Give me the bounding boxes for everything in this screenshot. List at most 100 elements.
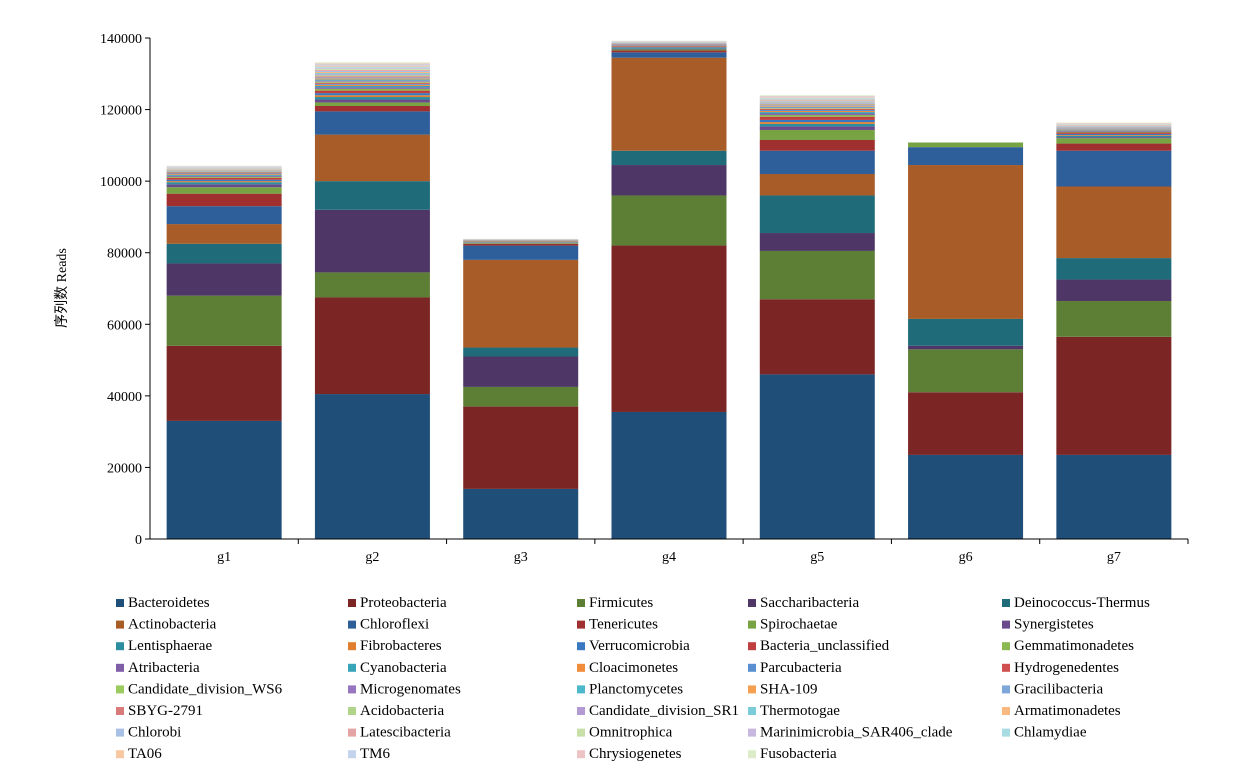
legend-swatch (1002, 707, 1010, 715)
bar-segment-g2-saccharibacteria (314, 209, 430, 273)
legend-swatch (1002, 685, 1010, 694)
bar-segment-g5-microgenomates (759, 107, 875, 109)
legend-label: Armatimonadetes (1014, 703, 1121, 719)
bar-segment-g1-bacteria-unclassified (166, 177, 282, 180)
legend: Bacteroidetes Proteobacteria Firmicutes Sac… (116, 595, 1150, 762)
bar-segment-g1-firmicutes (166, 295, 282, 346)
bar-segment-g3-bacteroidetes (463, 488, 579, 539)
bar-segment-g7-fibrobacteres (1056, 134, 1172, 136)
legend-swatch (348, 707, 356, 715)
bar-segment-g5-sha-109 (759, 105, 875, 107)
bar-segment-g2-firmicutes (314, 272, 430, 298)
legend-swatch (1002, 642, 1010, 651)
bar-segment-g3-spirochaetae (463, 243, 579, 244)
legend-label: Proteobacteria (360, 595, 447, 611)
legend-label: Thermotogae (760, 703, 840, 719)
bar-segment-g7-bacteria-unclassified (1056, 132, 1172, 134)
legend-label: Chrysiogenetes (589, 746, 682, 762)
bar-segment-g2-bacteroidetes (314, 394, 430, 539)
legend-label: Chlamydiae (1014, 725, 1087, 741)
bar-segment-g2-cyanobacteria (314, 85, 430, 88)
bar-segment-g3-deinococcus-thermus (463, 347, 579, 357)
legend-label: Bacteroidetes (128, 595, 210, 611)
bar-segment-g2-fibrobacteres (314, 95, 430, 98)
x-tick-label: g4 (662, 550, 676, 565)
bar-segment-g2-ta06 (314, 65, 430, 67)
bar-segment-g7-chloroflexi (1056, 150, 1172, 187)
bar-segment-g1-bacteroidetes (166, 420, 282, 539)
bar-segment-g1-parcubacteria (166, 173, 282, 174)
bar-segment-g6-spirochaetae (908, 142, 1024, 148)
y-tick-label: 0 (135, 533, 142, 548)
x-tick-label: g7 (1107, 550, 1121, 565)
bar-segment-g2-candidate-division-sr1 (314, 74, 430, 76)
legend-label: Hydrogenedentes (1014, 660, 1119, 676)
bar-segment-g6-saccharibacteria (908, 345, 1024, 350)
bar-segment-g6-chloroflexi (908, 147, 1024, 166)
legend-swatch (348, 620, 356, 629)
bar-segment-g5-cyanobacteria (759, 112, 875, 114)
bar-segment-g2-hydrogenedentes (314, 82, 430, 84)
legend-label: Saccharibacteria (760, 595, 859, 611)
legend-label: SBYG-2791 (128, 703, 203, 719)
bar-segment-g4-firmicutes (611, 195, 727, 246)
bar-segment-g4-lentisphaerae (611, 48, 727, 49)
bar-segment-g1-verrucomicrobia (166, 179, 282, 182)
legend-swatch (748, 620, 756, 629)
bar-segment-g5-latescibacteria (759, 100, 875, 101)
legend-swatch (1002, 620, 1010, 629)
legend-swatch (348, 599, 356, 607)
bar-segment-g7-firmicutes (1056, 301, 1172, 337)
bar-segment-g5-synergistetes (759, 126, 875, 130)
bar-segment-g1-fibrobacteres (166, 181, 282, 183)
legend-swatch (748, 750, 756, 759)
bar-segment-g1-synergistetes (166, 184, 282, 188)
bar-segment-g5-hydrogenedentes (759, 108, 875, 110)
bar-segment-g5-bacteroidetes (759, 374, 875, 539)
bar-segment-g5-tm6 (759, 96, 875, 98)
bar-segment-g7-cyanobacteria (1056, 130, 1172, 132)
bar-segment-g4-bacteria-unclassified (611, 46, 727, 47)
legend-label: Chloroflexi (360, 617, 429, 633)
legend-label: Planctomycetes (589, 681, 683, 697)
bar-segment-g5-marinimicrobia-sar406-clade (759, 98, 875, 100)
legend-label: Gemmatimonadetes (1014, 638, 1134, 654)
bar-segment-g5-proteobacteria (759, 299, 875, 375)
legend-label: Tenericutes (589, 617, 658, 633)
legend-swatch (577, 750, 585, 759)
legend-swatch (348, 728, 356, 737)
legend-swatch (348, 663, 356, 672)
bar-segment-g5-sbyg-2791 (759, 104, 875, 106)
bar-segment-g5-thermotogae (759, 102, 875, 104)
bar-segment-g2-synergistetes (314, 99, 430, 103)
bar-segment-g5-deinococcus-thermus (759, 195, 875, 234)
legend-swatch (1002, 599, 1010, 607)
legend-swatch (348, 685, 356, 694)
bar-segment-g7-atribacteria (1056, 131, 1172, 132)
bar-segment-g7-saccharibacteria (1056, 279, 1172, 302)
bar-segment-g5-gemmatimonadetes (759, 114, 875, 117)
bar-segment-g4-chloroflexi (611, 52, 727, 58)
bar-segment-g1-atribacteria (166, 175, 282, 177)
bar-segment-g5-cloacimonetes (759, 111, 875, 113)
bar-segment-g4-verrucomicrobia (611, 46, 727, 48)
legend-label: Candidate_division_SR1 (589, 703, 739, 719)
bar-segment-g5-actinobacteria (759, 173, 875, 196)
bar-segment-g2-gemmatimonadetes (314, 88, 430, 91)
legend-label: TM6 (360, 746, 391, 762)
legend-swatch (116, 728, 124, 737)
legend-label: Parcubacteria (760, 660, 842, 676)
bar-segment-g4-bacteroidetes (611, 411, 727, 539)
bar-segment-g1-actinobacteria (166, 224, 282, 244)
bar-segment-g5-candidate-division-ws6 (759, 108, 875, 109)
bar-segment-g2-lentisphaerae (314, 97, 430, 100)
bar-segment-g5-firmicutes (759, 250, 875, 300)
bar-segment-g5-bacteria-unclassified (759, 116, 875, 120)
bar-segment-g2-sha-109 (314, 78, 430, 80)
bar-segment-g1-hydrogenedentes (166, 172, 282, 174)
legend-swatch (577, 663, 585, 672)
bar-segment-g7-verrucomicrobia (1056, 133, 1172, 135)
legend-label: Gracilibacteria (1014, 681, 1103, 697)
bar-segment-g7-synergistetes (1056, 137, 1172, 139)
bar-segment-g4-deinococcus-thermus (611, 150, 727, 166)
